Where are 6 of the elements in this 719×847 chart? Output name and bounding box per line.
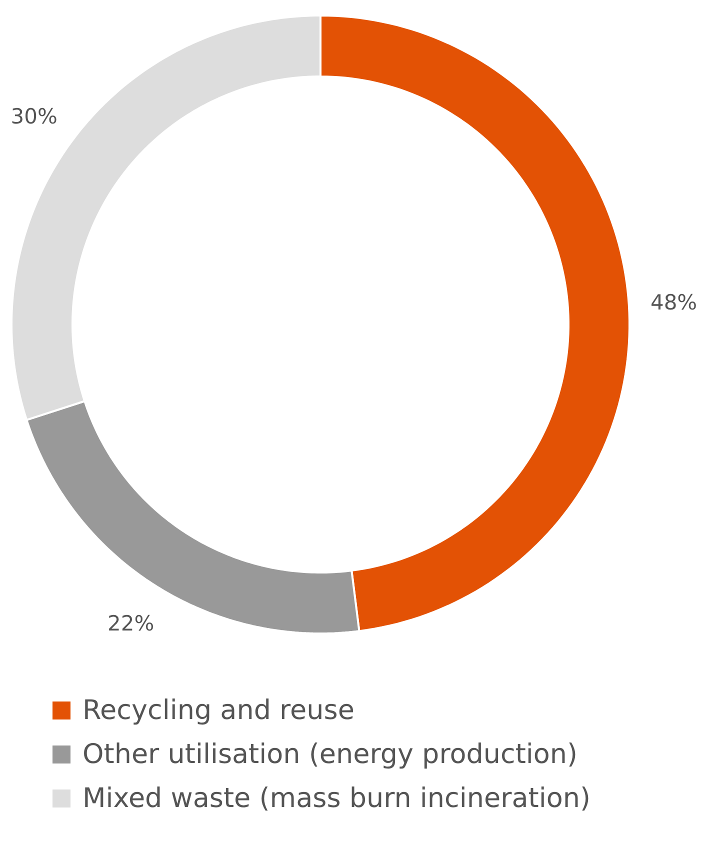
- legend-label: Recycling and reuse: [82, 695, 354, 726]
- data-label: 22%: [107, 611, 154, 636]
- legend-label: Mixed waste (mass burn incineration): [82, 783, 591, 814]
- legend-label: Other utilisation (energy production): [82, 739, 578, 770]
- data-label: 48%: [650, 290, 698, 314]
- data-label: 30%: [10, 104, 58, 128]
